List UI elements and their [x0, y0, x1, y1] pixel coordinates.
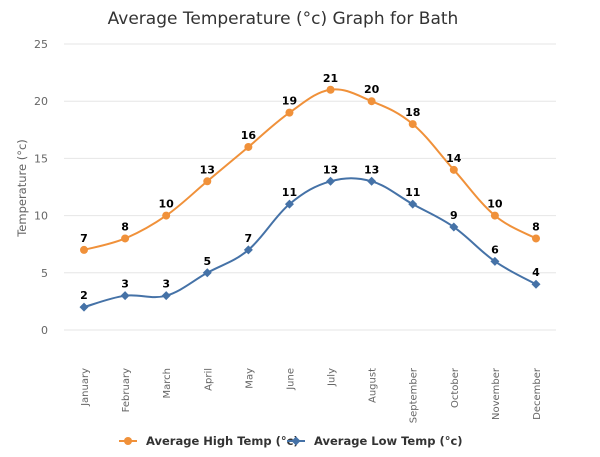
data-point	[326, 176, 336, 186]
series-line	[83, 88, 537, 251]
data-label: 20	[364, 83, 380, 96]
data-label: 9	[450, 209, 458, 222]
data-point	[161, 291, 171, 301]
legend-label: Average High Temp (°c)	[146, 434, 299, 448]
data-label: 18	[405, 106, 420, 119]
data-label: 21	[323, 72, 338, 85]
series-high: 7 8 10 13 16 19 21 20 18 14 10 8	[80, 72, 540, 254]
data-label: 8	[121, 220, 129, 233]
series-layer: 7 8 10 13 16 19 21 20 18 14 10 8 2 3 3 5 7 11 13 13 11 9 6 4	[79, 72, 541, 312]
x-tick-label: January	[80, 368, 91, 407]
data-point	[367, 97, 376, 106]
x-tick-label: June	[285, 368, 296, 391]
data-point	[120, 291, 130, 301]
data-point	[79, 302, 89, 312]
grid-lines	[64, 43, 556, 331]
x-axis-ticks: January February March April May June July Augu…	[80, 367, 543, 423]
legend-item-high[interactable]: Average High Temp (°c)	[119, 434, 299, 448]
x-tick-label: February	[121, 368, 132, 412]
x-tick-label: May	[244, 368, 255, 389]
data-label: 3	[121, 278, 129, 291]
y-tick-label: 25	[34, 38, 48, 51]
data-point	[243, 245, 253, 255]
x-tick-label: October	[450, 367, 461, 408]
data-point	[326, 85, 335, 94]
data-point	[80, 245, 88, 254]
x-tick-label: April	[203, 368, 214, 391]
data-label: 7	[245, 232, 253, 245]
y-axis-label: Temperature (°c)	[15, 139, 29, 238]
data-point	[449, 165, 458, 174]
legend[interactable]: Average High Temp (°c) Average Low Temp (…	[119, 434, 463, 448]
data-label: 14	[446, 152, 462, 165]
data-label: 19	[282, 95, 297, 108]
data-point	[532, 234, 540, 243]
data-label: 3	[162, 278, 170, 291]
data-label: 2	[80, 289, 88, 302]
y-tick-label: 15	[34, 152, 48, 165]
x-tick-label: December	[532, 367, 543, 420]
data-label: 7	[80, 232, 88, 245]
x-tick-label: July	[327, 368, 338, 387]
y-axis-ticks: 0 5 10 15 20 25	[34, 38, 48, 337]
y-tick-label: 20	[34, 95, 48, 108]
data-label: 6	[491, 243, 499, 256]
data-label: 11	[282, 186, 297, 199]
x-tick-label: August	[368, 368, 379, 403]
data-label: 13	[323, 163, 338, 176]
data-point	[203, 177, 212, 186]
data-point	[531, 279, 541, 289]
legend-marker	[291, 436, 301, 446]
x-tick-label: November	[491, 367, 502, 420]
data-label: 13	[200, 163, 215, 176]
data-label: 16	[241, 129, 257, 142]
data-label: 10	[487, 198, 503, 211]
data-label: 4	[532, 266, 540, 279]
series-line	[83, 177, 537, 309]
data-label: 8	[532, 220, 540, 233]
data-label: 5	[203, 255, 211, 268]
data-point	[408, 199, 418, 209]
data-point	[162, 211, 171, 220]
y-tick-label: 0	[41, 324, 48, 337]
legend-item-low[interactable]: Average Low Temp (°c)	[287, 434, 463, 448]
data-point	[449, 222, 459, 232]
data-point	[490, 256, 500, 266]
y-tick-label: 5	[41, 267, 48, 280]
data-point	[490, 211, 499, 220]
series-low: 2 3 3 5 7 11 13 13 11 9 6 4	[79, 163, 541, 312]
y-tick-label: 10	[34, 210, 48, 223]
data-point	[121, 234, 130, 243]
data-point	[367, 176, 377, 186]
data-label: 11	[405, 186, 420, 199]
chart-title: Average Temperature (°c) Graph for Bath	[108, 9, 459, 29]
data-point	[244, 142, 253, 151]
x-tick-label: September	[409, 367, 420, 423]
data-label: 13	[364, 163, 379, 176]
data-point	[285, 108, 294, 117]
data-point	[284, 199, 294, 209]
data-point	[408, 120, 417, 129]
x-tick-label: March	[162, 368, 173, 398]
legend-marker	[124, 437, 132, 445]
legend-label: Average Low Temp (°c)	[314, 434, 463, 448]
data-label: 10	[159, 198, 175, 211]
data-point	[202, 268, 212, 278]
